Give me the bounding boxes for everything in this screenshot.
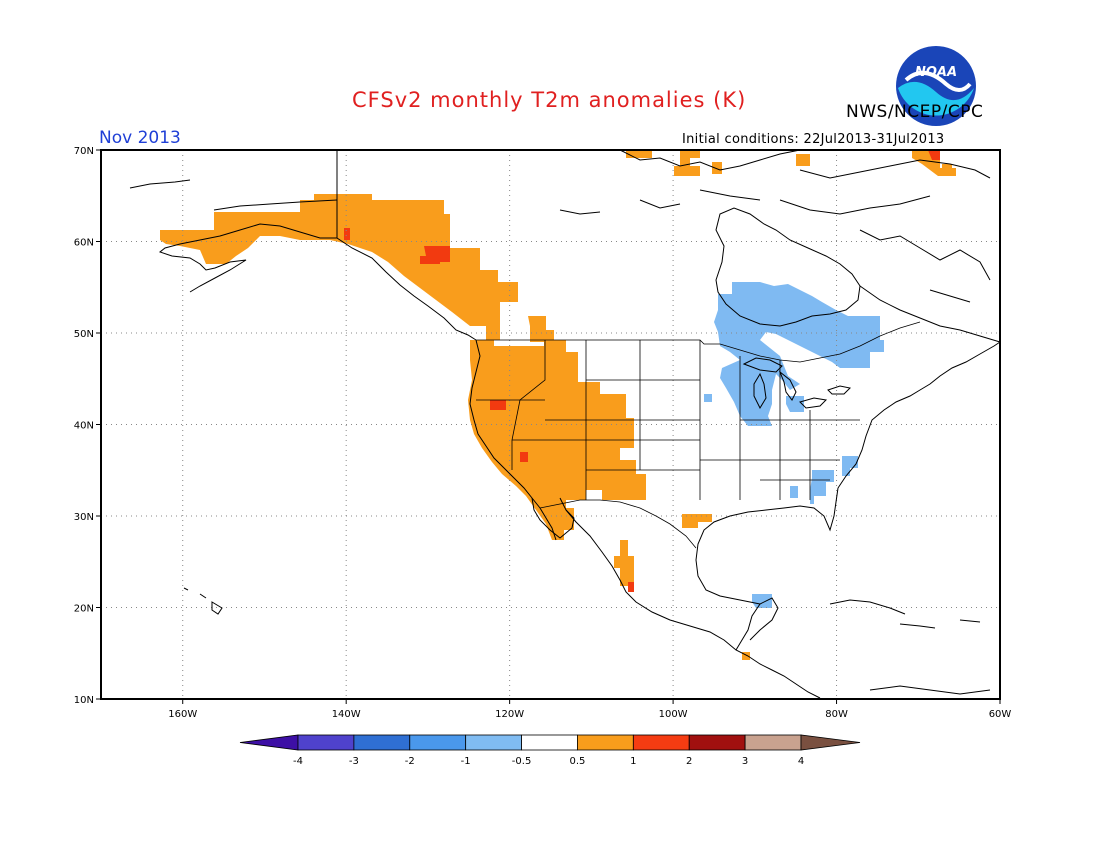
anomaly-region (928, 150, 940, 160)
longitude-labels: 160W 140W 120W 100W 80W 60W (168, 699, 1011, 720)
legend-swatch (353, 734, 411, 751)
lon-tick-label: 60W (989, 709, 1012, 720)
anomaly-region (790, 486, 798, 498)
legend-label: 0.5 (569, 756, 585, 767)
legend-swatch (632, 734, 690, 751)
forecast-month: Nov 2013 (99, 128, 181, 148)
lon-tick-label: 100W (659, 709, 688, 720)
lon-tick-label: 140W (332, 709, 361, 720)
anomaly-region (810, 470, 834, 504)
legend-label: -1 (461, 756, 471, 767)
lat-tick-label: 20N (74, 604, 94, 615)
legend-label: -2 (405, 756, 415, 767)
anomaly-region (344, 228, 350, 240)
noaa-logo-text: NOAA (915, 65, 957, 80)
legend-label: 1 (630, 756, 636, 767)
legend-swatch (409, 734, 467, 751)
legend-label: -0.5 (512, 756, 532, 767)
legend-swatch (688, 734, 746, 751)
anomaly-region (842, 456, 858, 476)
lat-tick-label: 70N (74, 146, 94, 157)
legend-swatch (521, 734, 578, 751)
lat-tick-label: 40N (74, 421, 94, 432)
legend-label: 2 (686, 756, 692, 767)
anomaly-region (674, 150, 700, 176)
initial-conditions: Initial conditions: 22Jul2013-31Jul2013 (682, 132, 945, 147)
legend-swatch (744, 734, 802, 751)
anomaly-region (628, 582, 634, 592)
anomaly-region (614, 540, 634, 586)
legend-label: 3 (742, 756, 748, 767)
noaa-logo: NOAA (894, 44, 978, 132)
legend-arrow-high (800, 734, 861, 751)
lat-tick-label: 50N (74, 329, 94, 340)
anomaly-region (490, 400, 506, 410)
lat-tick-label: 30N (74, 512, 94, 523)
chart-title: CFSv2 monthly T2m anomalies (K) (352, 88, 747, 112)
legend-label: -3 (349, 756, 359, 767)
anomaly-region (712, 162, 722, 174)
anomaly-region (704, 394, 712, 402)
anomaly-region (528, 316, 554, 342)
legend-label: 4 (798, 756, 804, 767)
anomaly-region (752, 594, 772, 608)
lon-tick-label: 120W (495, 709, 524, 720)
lat-tick-label: 60N (74, 238, 94, 249)
anomaly-region (420, 246, 450, 264)
latitude-labels: 10N 20N 30N 40N 50N 60N 70N (74, 146, 101, 706)
legend-swatch (577, 734, 634, 751)
lat-tick-label: 10N (74, 695, 94, 706)
legend-arrow-low (239, 734, 299, 751)
anomaly-region (942, 164, 952, 170)
anomaly-region (626, 150, 652, 158)
anomaly-region (714, 282, 884, 426)
legend-swatch (465, 734, 522, 751)
anomaly-region (786, 396, 804, 412)
lon-tick-label: 160W (168, 709, 197, 720)
coastlines (129, 149, 1001, 699)
legend-swatch (297, 734, 355, 751)
color-legend: -4 -3 -2 -1 -0.5 0.5 1 2 3 4 (239, 734, 861, 767)
lon-tick-label: 80W (825, 709, 848, 720)
anomaly-region (520, 452, 528, 462)
legend-label: -4 (293, 756, 303, 767)
political-borders (476, 321, 921, 549)
anomaly-region (796, 154, 810, 166)
anomaly-region (682, 514, 712, 528)
agency-label: NWS/NCEP/CPC (846, 102, 984, 122)
anomaly-region (160, 194, 518, 340)
